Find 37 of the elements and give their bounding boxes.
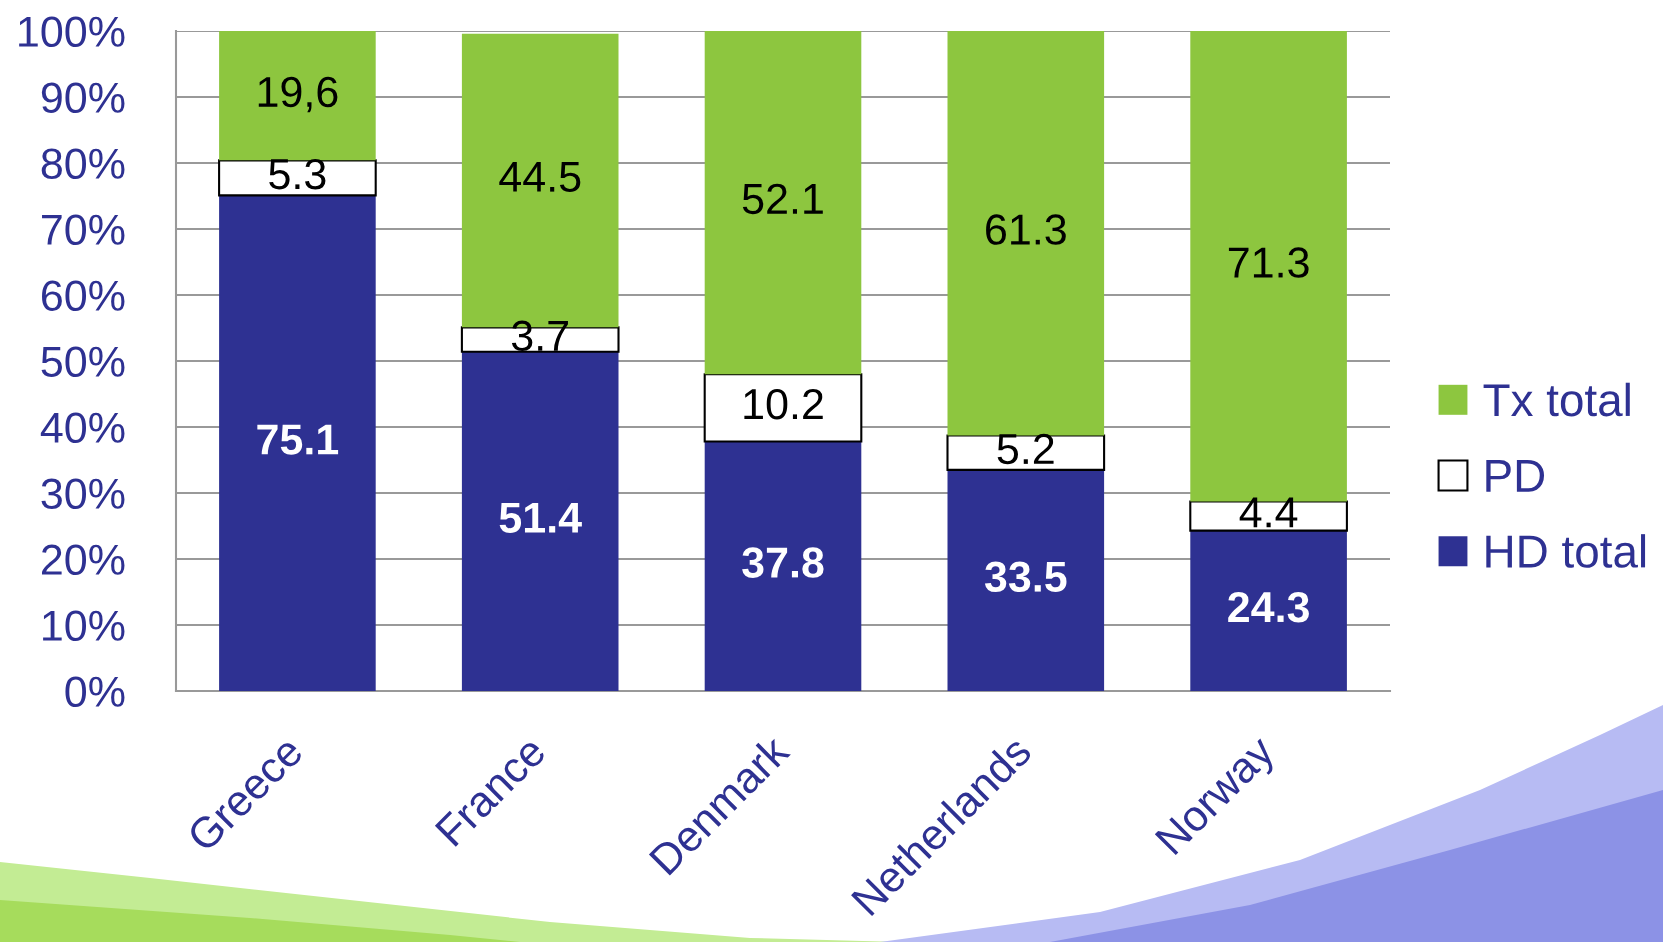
bar (704, 441, 862, 691)
y-tick-label: 10% (43, 610, 125, 642)
data-label: 37.8 (742, 547, 824, 578)
legend-label: Tx total (1483, 382, 1630, 417)
data-label: 33.5 (984, 561, 1067, 593)
y-tick-label: 0% (65, 676, 125, 708)
legend-label: PD (1486, 460, 1545, 492)
data-label: 5.3 (269, 158, 326, 190)
bar (219, 195, 376, 691)
y-tick-label: 30% (41, 478, 125, 510)
y-tick-label: 20% (41, 544, 125, 576)
data-label: 61.3 (986, 214, 1066, 245)
data-label: 5.2 (997, 433, 1054, 465)
bar (947, 469, 1105, 691)
bar (704, 31, 862, 375)
bar (703, 373, 863, 443)
bar (461, 351, 619, 691)
y-tick-label: 60% (42, 280, 125, 312)
bar (219, 31, 376, 161)
data-label: 52.1 (742, 183, 823, 215)
data-label: 4.4 (1239, 497, 1298, 528)
y-tick-label: 40% (40, 412, 125, 444)
data-label: 19,6 (258, 76, 338, 113)
data-label: 75.1 (257, 424, 339, 455)
data-label: 51.4 (499, 502, 582, 533)
y-tick-label: 70% (42, 214, 125, 246)
y-tick-label: 80% (41, 148, 125, 180)
y-tick-label: 100% (19, 16, 125, 48)
data-label: 44.5 (499, 162, 581, 193)
y-tick-label: 50% (41, 346, 125, 378)
legend-label: HD total (1486, 534, 1646, 568)
data-label: 71.3 (1228, 247, 1309, 278)
data-label: 24.3 (1228, 591, 1309, 623)
data-label: 3.7 (511, 320, 568, 352)
data-label: 10.2 (744, 388, 823, 420)
y-tick-label: 90% (41, 82, 125, 114)
bar (1190, 530, 1347, 691)
